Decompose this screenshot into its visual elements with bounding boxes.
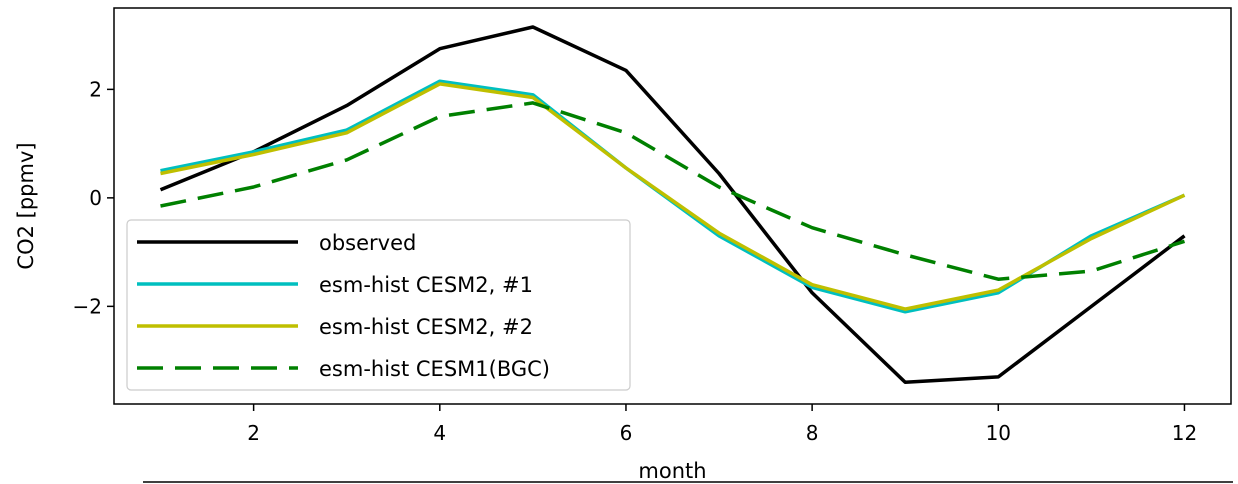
y-axis-title: CO2 [ppmv]	[14, 142, 38, 269]
series-line-observed	[159, 25, 1186, 385]
legend-label-cesm2-1: esm-hist CESM2, #1	[319, 273, 533, 297]
axes: 2 4 6 8 10 12 2 0 −2	[73, 7, 1232, 445]
x-tick-label: 10	[986, 421, 1011, 445]
legend-label-cesm1-bgc: esm-hist CESM1(BGC)	[319, 357, 550, 381]
legend-label-observed: observed	[319, 231, 416, 255]
series-line-cesm2-2	[160, 82, 1186, 311]
y-tick-label: 0	[89, 186, 102, 210]
x-tick-label: 12	[1172, 421, 1197, 445]
x-tick-label: 4	[433, 421, 446, 445]
legend-box	[126, 219, 631, 391]
legend: observed esm-hist CESM2, #1 esm-hist CESM2…	[126, 219, 631, 391]
y-tick-label: −2	[73, 294, 102, 318]
series-line-cesm1-bgc	[160, 101, 1186, 281]
x-tick-label: 2	[247, 421, 260, 445]
legend-label-cesm2-2: esm-hist CESM2, #2	[319, 315, 533, 339]
x-axis-title: month	[638, 459, 706, 483]
x-tick-label: 8	[806, 421, 819, 445]
axes-frame	[113, 7, 1232, 405]
y-tick-label: 2	[89, 77, 102, 101]
x-tick-label: 6	[620, 421, 633, 445]
series-lines	[159, 25, 1186, 385]
